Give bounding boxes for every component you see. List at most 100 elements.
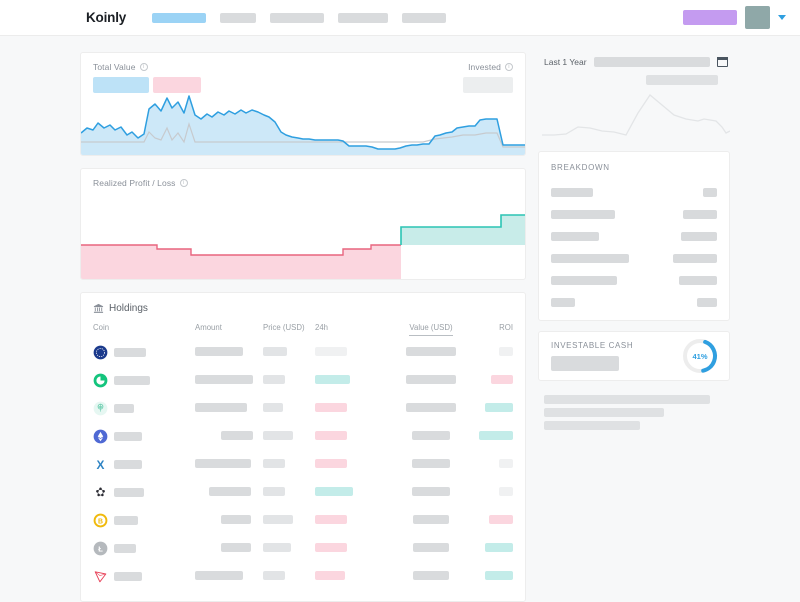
coin-name-placeholder [114, 571, 142, 581]
info-icon[interactable]: i [505, 63, 513, 71]
cell-roi [473, 366, 525, 394]
nav-item-wallets[interactable] [220, 12, 257, 23]
footer-line [544, 395, 710, 404]
breakdown-card: BREAKDOWN [538, 151, 730, 321]
table-row[interactable] [81, 562, 525, 590]
invested-amount-placeholder [463, 77, 513, 93]
cell-24h [315, 338, 389, 366]
column-header-value[interactable]: Value (USD) [389, 314, 473, 338]
cell-amount [181, 338, 263, 366]
footer-line [544, 408, 664, 417]
date-range-label: Last 1 Year [544, 56, 587, 67]
column-header-price[interactable]: Price (USD) [263, 314, 315, 338]
breakdown-rows [539, 172, 729, 313]
cell-coin: X [81, 450, 181, 478]
realized-negative-line [81, 244, 401, 256]
invested-label: Invested i [468, 62, 513, 72]
total-value-card: Total Value i Invested i [80, 52, 526, 156]
column-label-price: Price (USD) [263, 323, 305, 332]
cell-coin [81, 422, 181, 450]
cell-24h [315, 562, 389, 590]
cell-amount [181, 422, 263, 450]
calendar-icon[interactable] [717, 56, 728, 67]
realized-header: Realized Profit / Loss i [81, 169, 525, 188]
breakdown-label-placeholder [551, 253, 629, 263]
info-icon[interactable]: i [139, 63, 148, 71]
info-icon[interactable]: i [179, 179, 188, 187]
cell-roi [473, 534, 525, 562]
main-column: Total Value i Invested i [80, 52, 526, 602]
chevron-down-icon[interactable] [778, 15, 786, 20]
holdings-table-body: X [81, 338, 525, 590]
realized-figures [81, 188, 525, 193]
table-row[interactable] [81, 394, 525, 422]
table-row[interactable] [81, 366, 525, 394]
cell-roi [473, 562, 525, 590]
app-header: Koinly [0, 0, 800, 36]
upgrade-button[interactable] [683, 10, 737, 25]
breakdown-label-placeholder [551, 209, 615, 219]
breakdown-row [551, 269, 717, 291]
table-row[interactable]: B [81, 506, 525, 534]
cell-value [389, 562, 473, 590]
breakdown-row [551, 247, 717, 269]
cell-price [263, 506, 315, 534]
column-label-roi: ROI [499, 323, 513, 332]
nav-item-tax-reports[interactable] [338, 12, 389, 23]
cell-price [263, 338, 315, 366]
cell-price [263, 534, 315, 562]
cell-amount [181, 506, 263, 534]
realized-positive-area [401, 215, 525, 245]
column-header-24h[interactable]: 24h [315, 314, 389, 338]
cell-amount [181, 562, 263, 590]
cell-value [389, 478, 473, 506]
breakdown-label-placeholder [551, 187, 593, 197]
date-range-selector[interactable]: Last 1 Year [538, 52, 730, 67]
coin-name-placeholder [114, 515, 138, 525]
svg-text:X: X [97, 457, 105, 471]
column-label-24h: 24h [315, 323, 329, 332]
cell-24h [315, 534, 389, 562]
cell-value [389, 394, 473, 422]
table-row[interactable] [81, 422, 525, 450]
realized-positive-line [400, 214, 525, 245]
range-mini-chart [542, 94, 730, 136]
cell-roi [473, 338, 525, 366]
cell-price [263, 450, 315, 478]
breakdown-row [551, 203, 717, 225]
breakdown-row [551, 225, 717, 247]
column-header-roi[interactable]: ROI [473, 314, 525, 338]
total-value-label-text: Total Value [93, 62, 136, 72]
total-value-line [81, 95, 525, 150]
column-header-amount[interactable]: Amount [181, 314, 263, 338]
cell-price [263, 422, 315, 450]
coin-name-placeholder [114, 543, 136, 553]
nav-item-dashboard[interactable] [152, 12, 207, 23]
table-row[interactable] [81, 338, 525, 366]
coin-name-placeholder [114, 403, 134, 413]
cell-24h [315, 450, 389, 478]
cell-amount [181, 450, 263, 478]
eth-icon [93, 429, 108, 443]
nav-item-settings[interactable] [402, 12, 447, 23]
cell-amount [181, 394, 263, 422]
cell-coin [81, 562, 181, 590]
cell-roi [473, 394, 525, 422]
column-header-coin[interactable]: Coin [81, 314, 181, 338]
bank-icon [93, 303, 104, 313]
coin-name-placeholder [114, 347, 146, 357]
table-row[interactable] [81, 478, 525, 506]
cell-roi [473, 422, 525, 450]
app-logo[interactable]: Koinly [86, 10, 127, 25]
breakdown-value-placeholder [703, 187, 717, 197]
total-value-header: Total Value i Invested i [81, 53, 525, 72]
cell-coin: B [81, 506, 181, 534]
cell-amount [181, 366, 263, 394]
cell-coin [81, 394, 181, 422]
cell-value [389, 366, 473, 394]
table-row[interactable]: Ł [81, 534, 525, 562]
table-row[interactable]: X [81, 450, 525, 478]
nav-item-transactions[interactable] [270, 12, 325, 23]
avatar[interactable] [745, 6, 770, 29]
total-value-figures [81, 72, 525, 93]
